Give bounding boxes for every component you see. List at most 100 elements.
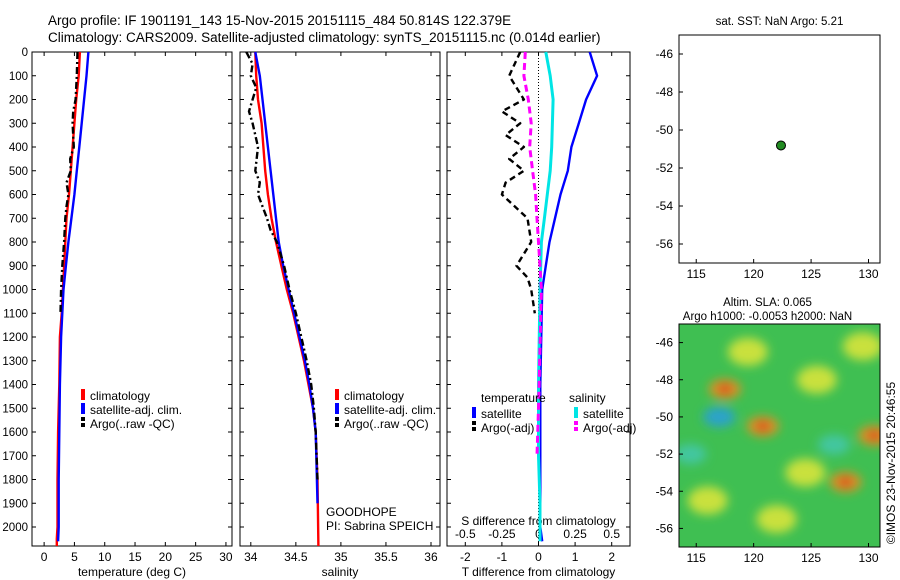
y-tick-label: -50 bbox=[656, 410, 674, 424]
series-line-temperature-argo-adj- bbox=[500, 51, 536, 314]
y-tick-label: 100 bbox=[9, 71, 28, 83]
heatmap-blob-blue bbox=[703, 406, 736, 427]
y-tick-label: 1000 bbox=[2, 285, 28, 297]
x-axis-label: T difference from climatology bbox=[462, 565, 616, 579]
x-tick-label: 5 bbox=[71, 550, 78, 564]
side-stamp: ©IMOS 23-Nov-2015 20:46:55 bbox=[884, 381, 898, 545]
sst-map-panel: 115 120 125 130 -46 -48 -50 -52 -54 -56 sat. SST: … bbox=[656, 16, 881, 281]
y-tick-label: 400 bbox=[9, 142, 28, 154]
x-tick-label: 1 bbox=[572, 550, 579, 564]
y-tick-label: 500 bbox=[9, 166, 28, 178]
heatmap-blob-cyan bbox=[679, 444, 707, 465]
series-line-temperature-satellite bbox=[539, 51, 599, 542]
panel-frame bbox=[31, 51, 233, 547]
y-tick-label: 0 bbox=[22, 47, 28, 59]
series-line-argo-raw-qc- bbox=[59, 51, 79, 314]
y-tick-label: 1400 bbox=[2, 380, 28, 392]
legend-label: Argo(..raw -QC) bbox=[90, 417, 175, 431]
legend-title-salinity: salinity bbox=[569, 391, 606, 405]
y-tick-label: -52 bbox=[656, 447, 674, 461]
heatmap-blob-yellow bbox=[756, 505, 797, 534]
legend-title-temperature: temperature bbox=[481, 391, 546, 405]
map-title: sat. SST: NaN Argo: 5.21 bbox=[716, 16, 844, 28]
x-tick-label: 35.5 bbox=[374, 550, 398, 564]
heatmap-blob-core bbox=[839, 476, 852, 487]
y-tick-label: 1600 bbox=[2, 427, 28, 439]
x-tick-label: -2 bbox=[460, 550, 471, 564]
panel-frame bbox=[239, 51, 441, 547]
y-tick-label: -48 bbox=[656, 373, 674, 387]
x-tick-label: 130 bbox=[858, 267, 878, 281]
annotation-project: GOODHOPE bbox=[326, 505, 397, 519]
x-tick-label: 0 bbox=[41, 550, 48, 564]
x-tick-label: 115 bbox=[687, 551, 706, 565]
legend-label: climatology bbox=[90, 389, 150, 403]
header-line-1: Argo profile: IF 1901191_143 15-Nov-2015… bbox=[48, 13, 512, 28]
heatmap-blob-yellow bbox=[727, 337, 768, 366]
legend-label: satellite-adj. clim. bbox=[90, 403, 182, 417]
series-line-argo-raw-qc- bbox=[245, 51, 319, 480]
heatmap-blobs bbox=[679, 332, 880, 534]
y-tick-label: 1300 bbox=[2, 356, 28, 368]
y-tick-label: 800 bbox=[9, 237, 28, 249]
x-tick-label: 125 bbox=[801, 551, 821, 565]
x-tick-label: 120 bbox=[744, 551, 764, 565]
heatmap-blob-yellow bbox=[785, 458, 826, 487]
y-tick-label: -52 bbox=[656, 161, 674, 175]
y-tick-label: -46 bbox=[656, 47, 674, 61]
heatmap-blob-core bbox=[718, 384, 731, 395]
x-tick-label: 20 bbox=[159, 550, 173, 564]
y-tick-label: 1800 bbox=[2, 475, 28, 487]
y-tick-label: -54 bbox=[656, 199, 674, 213]
map-title: Altim. SLA: 0.065 bbox=[723, 297, 812, 309]
x-tick-label: 125 bbox=[801, 267, 821, 281]
heatmap-blob-yellow bbox=[796, 365, 837, 394]
x-tick-label: 36 bbox=[424, 550, 438, 564]
profile-panel-2: 34 34.5 35 35.5 36 salinity climatologysatelli… bbox=[239, 51, 441, 579]
sla-map-panel: 115 120 125 130 -46 -48 -50 -52 -54 -56 Altim. SLA… bbox=[656, 297, 881, 565]
map-frame bbox=[678, 323, 881, 548]
y-tick-label: 1700 bbox=[2, 451, 28, 463]
legend-label: Argo(-adj) bbox=[583, 421, 636, 435]
heatmap-blob-core bbox=[868, 430, 880, 441]
legend-label: satellite bbox=[583, 407, 624, 421]
y-tick-label: -56 bbox=[656, 237, 674, 251]
x-tick-label: 15 bbox=[128, 550, 142, 564]
legend-label: satellite-adj. clim. bbox=[344, 403, 436, 417]
legend-label: Argo(-adj) bbox=[481, 421, 534, 435]
y-tick-label: 2000 bbox=[2, 522, 28, 534]
legend-label: Argo(..raw -QC) bbox=[344, 417, 429, 431]
heatmap-blob-yellow bbox=[842, 332, 880, 361]
heatmap-blob-yellow bbox=[687, 486, 728, 515]
series-line-salinity-argo-adj- bbox=[522, 51, 543, 456]
y-tick-label: 600 bbox=[9, 190, 28, 202]
argo-location-marker bbox=[775, 140, 786, 151]
x-tick-label: 10 bbox=[98, 550, 112, 564]
x-tick-label: -1 bbox=[497, 550, 508, 564]
series-line-satellite-adj-clim- bbox=[56, 51, 90, 542]
annotation-pi: PI: Sabrina SPEICH bbox=[326, 519, 433, 533]
x-tick-label: 35 bbox=[334, 550, 348, 564]
y-tick-label: -56 bbox=[656, 521, 674, 535]
y-tick-label: -48 bbox=[656, 85, 674, 99]
s-diff-tick-label: -0.25 bbox=[488, 527, 516, 541]
y-tick-label: 1200 bbox=[2, 332, 28, 344]
legend-label: satellite bbox=[481, 407, 522, 421]
series-line-salinity-satellite bbox=[537, 51, 555, 542]
profile-panel-3: -2 -1 0 1 2T difference from climatology -0.5… bbox=[446, 51, 636, 579]
x-tick-label: 115 bbox=[687, 267, 706, 281]
x-tick-label: 2 bbox=[608, 550, 615, 564]
x-axis-label: salinity bbox=[322, 565, 359, 579]
map-subtitle: Argo h1000: -0.0053 h2000: NaN bbox=[683, 311, 852, 323]
x-tick-label: 34.5 bbox=[284, 550, 308, 564]
s-diff-tick-label: 0.25 bbox=[563, 527, 587, 541]
heatmap-blob-core bbox=[756, 421, 769, 432]
heatmap-blob-cyan bbox=[818, 434, 851, 455]
y-tick-label: 900 bbox=[9, 261, 28, 273]
x-tick-label: 130 bbox=[858, 551, 878, 565]
s-diff-tick-label: 0.5 bbox=[603, 527, 620, 541]
profile-panel-1: 0100200300400500600700800900100011001200… bbox=[2, 47, 233, 579]
y-tick-label: 200 bbox=[9, 95, 28, 107]
y-tick-label: 1500 bbox=[2, 403, 28, 415]
